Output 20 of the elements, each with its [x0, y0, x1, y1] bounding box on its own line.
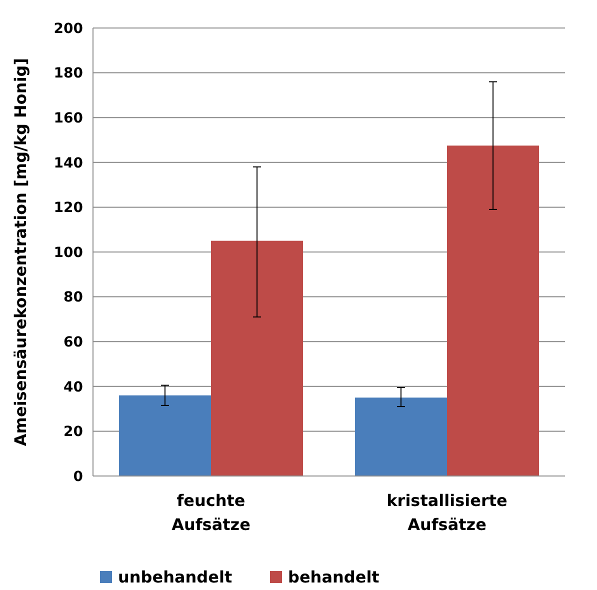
y-tick-label: 100 — [54, 244, 84, 261]
bar — [354, 398, 447, 476]
y-tick-label: 40 — [64, 379, 84, 396]
y-tick-label: 160 — [54, 110, 84, 126]
bar — [447, 146, 540, 476]
y-tick-label: 0 — [73, 468, 84, 485]
y-tick-label: 60 — [64, 334, 84, 350]
legend-label: behandelt — [288, 568, 380, 587]
y-tick-label: 120 — [54, 200, 84, 216]
y-tick-label: 200 — [54, 20, 84, 37]
bar — [211, 240, 304, 476]
y-tick-label: 140 — [54, 155, 84, 172]
x-tick-label: kristallisierte Aufsätze — [386, 491, 508, 534]
y-tick-label: 80 — [64, 290, 84, 306]
y-axis-title: Ameisensäurekonzentration [mg/kg Honig] — [11, 58, 30, 446]
legend-label: unbehandelt — [118, 568, 232, 587]
x-tick-label: feuchte Aufsätze — [172, 491, 251, 534]
bar — [118, 395, 211, 476]
y-tick-label: 180 — [54, 66, 84, 82]
y-tick-label: 20 — [64, 424, 84, 440]
